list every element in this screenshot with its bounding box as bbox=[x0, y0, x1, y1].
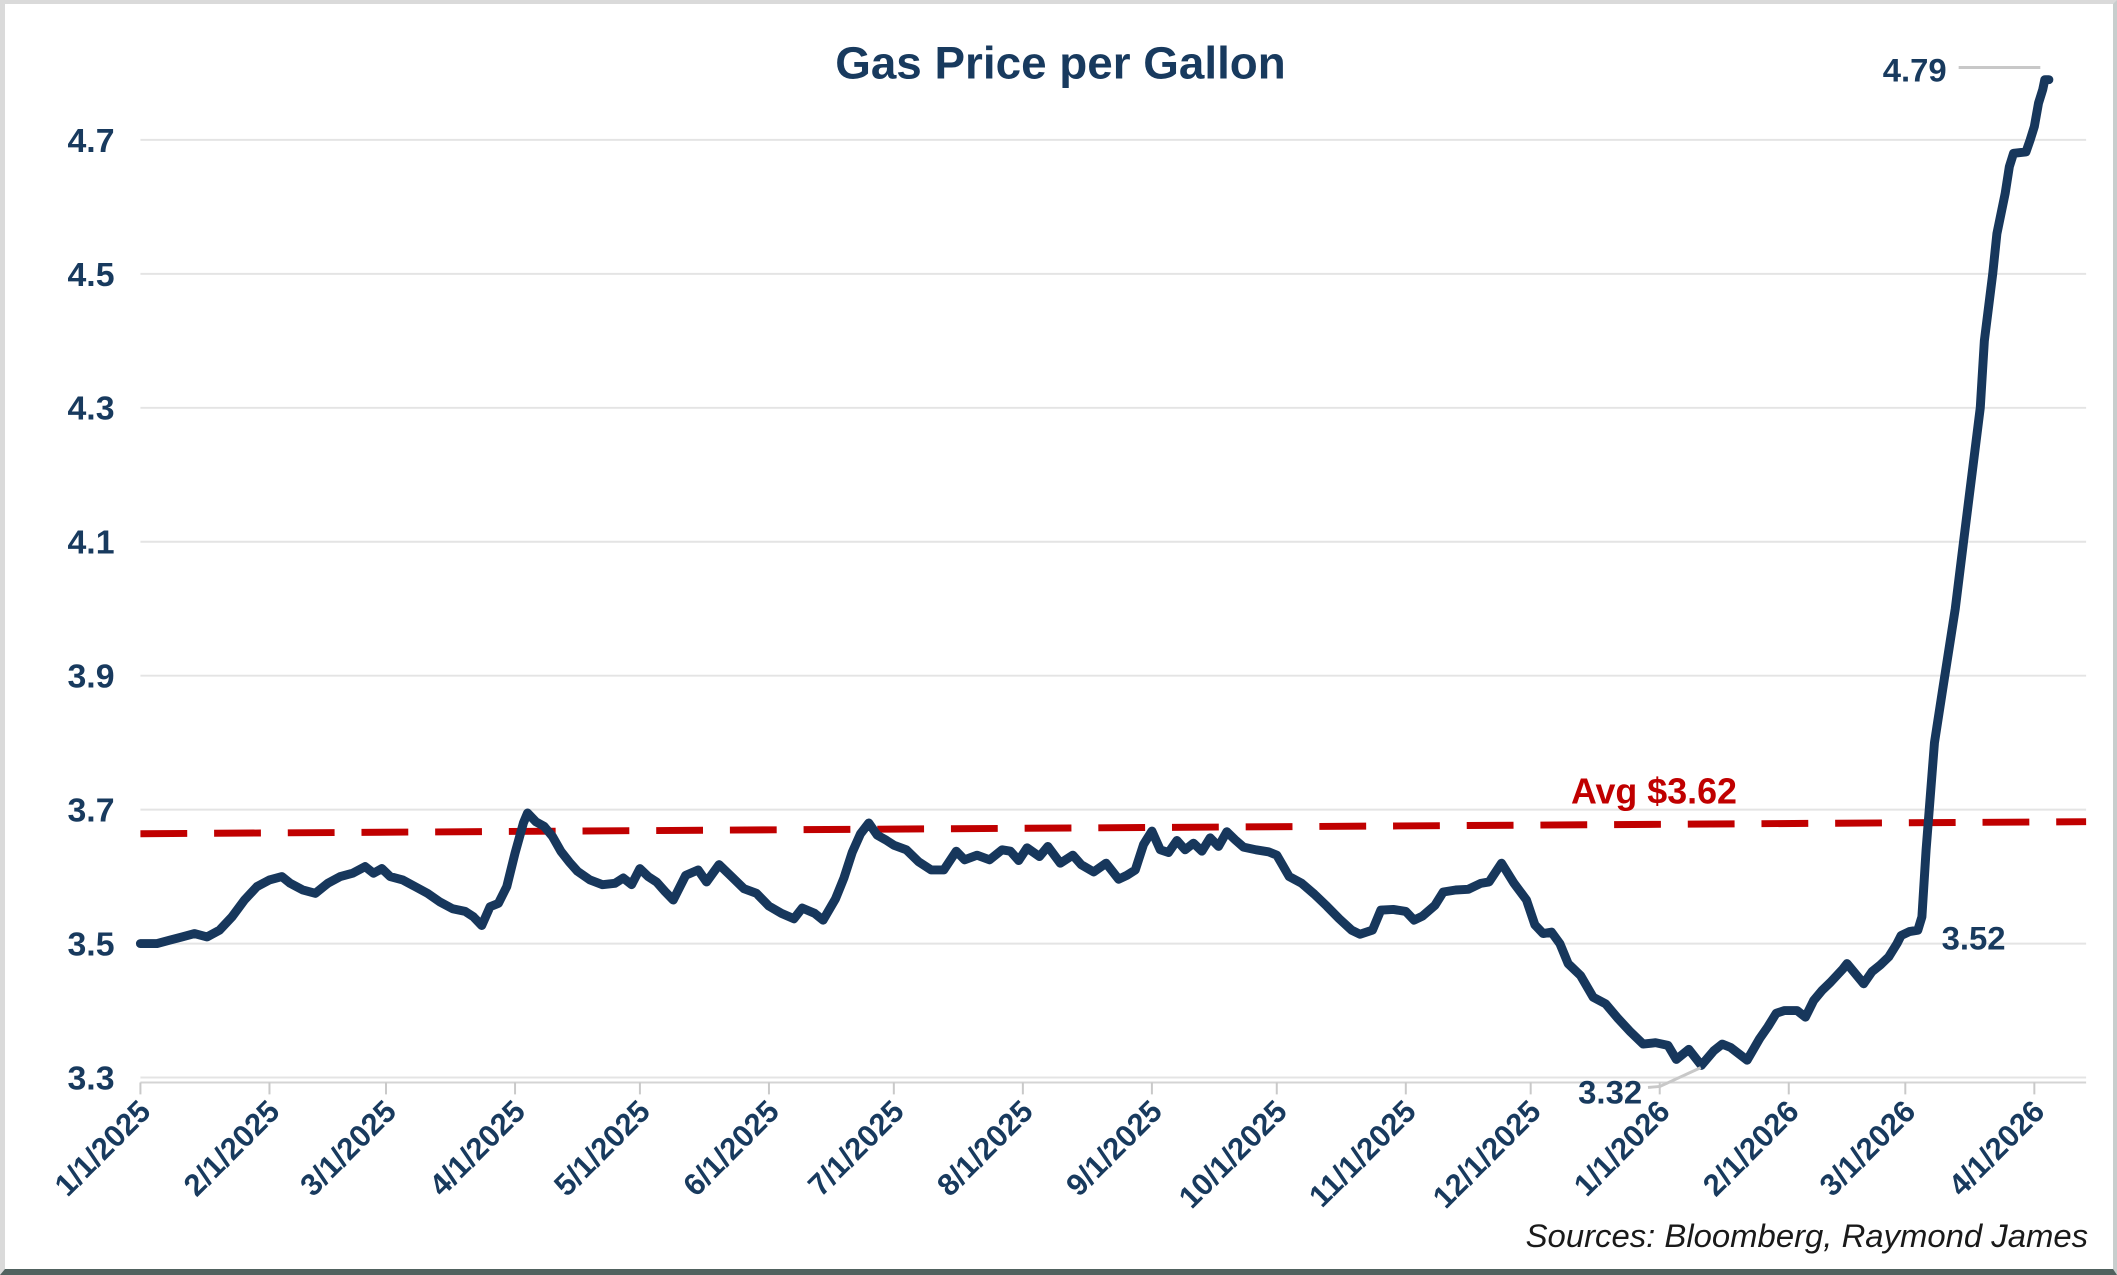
pre-spike-value-label: 3.52 bbox=[1942, 920, 2006, 957]
peak-value-label: 4.79 bbox=[1883, 51, 1947, 88]
average-line-label: Avg $3.62 bbox=[1571, 772, 1737, 812]
y-axis-label: 3.3 bbox=[67, 1059, 114, 1097]
average-dashed-line bbox=[140, 818, 2087, 838]
x-axis-label: 1/1/2025 bbox=[48, 1093, 158, 1202]
gridlines bbox=[140, 138, 2087, 1079]
y-axis-label: 3.9 bbox=[67, 658, 114, 696]
x-axis-label: 7/1/2025 bbox=[801, 1093, 911, 1202]
x-axis bbox=[139, 1081, 2087, 1095]
x-axis-label: 4/1/2026 bbox=[1942, 1093, 2052, 1202]
x-axis-label: 12/1/2025 bbox=[1426, 1093, 1548, 1214]
price-line bbox=[135, 75, 2054, 1070]
x-axis-label: 2/1/2025 bbox=[177, 1093, 287, 1202]
low-value-label: 3.32 bbox=[1578, 1073, 1642, 1110]
x-axis-label: 4/1/2025 bbox=[422, 1093, 532, 1202]
x-axis-labels: 1/1/2025 2/1/2025 3/1/2025 4/1/2025 5/1/2025… bbox=[48, 1093, 2052, 1214]
y-axis-label: 4.5 bbox=[67, 256, 114, 294]
gas-price-line-chart: 1/1/2025 2/1/2025 3/1/2025 4/1/2025 5/1/2025… bbox=[48, 37, 2088, 1254]
x-axis-label: 6/1/2025 bbox=[676, 1093, 786, 1202]
y-axis-label: 4.1 bbox=[67, 524, 114, 562]
x-axis-label: 3/1/2026 bbox=[1812, 1093, 1922, 1202]
y-axis-label: 4.3 bbox=[67, 390, 114, 428]
chart-title: Gas Price per Gallon bbox=[835, 37, 1286, 88]
x-axis-label: 5/1/2025 bbox=[547, 1093, 657, 1202]
x-axis-label: 9/1/2025 bbox=[1059, 1093, 1169, 1202]
low-leader-line bbox=[1647, 1066, 1702, 1089]
y-axis-labels: 3.3 3.5 3.7 3.9 4.1 4.3 4.5 4.7 bbox=[67, 122, 114, 1098]
y-axis-label: 3.5 bbox=[67, 926, 114, 964]
y-axis-label: 4.7 bbox=[67, 122, 114, 160]
x-axis-label: 8/1/2025 bbox=[930, 1093, 1040, 1202]
x-axis-label: 3/1/2025 bbox=[293, 1093, 403, 1202]
x-axis-label: 2/1/2026 bbox=[1696, 1093, 1806, 1202]
source-note: Sources: Bloomberg, Raymond James bbox=[1526, 1217, 2088, 1254]
y-axis-label: 3.7 bbox=[67, 792, 114, 830]
x-axis-label: 11/1/2025 bbox=[1302, 1093, 1423, 1213]
x-axis-label: 10/1/2025 bbox=[1172, 1093, 1294, 1214]
